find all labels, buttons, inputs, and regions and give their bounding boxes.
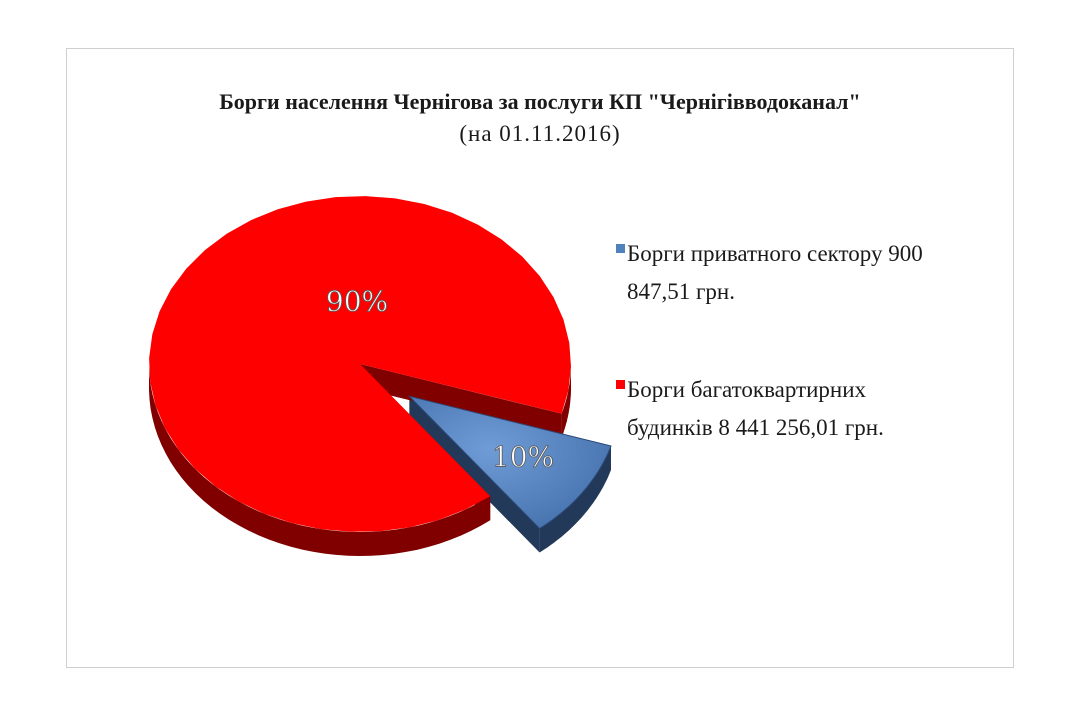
pie-slice-0 <box>407 395 612 530</box>
pie-label-1: 90% <box>326 285 388 318</box>
pie-slice-1 <box>149 196 571 532</box>
pie-slice-side-1-0 <box>149 366 491 556</box>
chart-subtitle: (на 01.11.2016) <box>459 121 621 146</box>
pie-slice-side-1-1 <box>561 366 571 438</box>
legend-swatch-apartments <box>616 380 625 389</box>
chart-frame: Борги населення Чернігова за послуги КП … <box>66 48 1014 668</box>
pie-slice-wall-0-1 <box>409 396 540 553</box>
legend-label-private: Борги приватного сектору 900 847,51 грн. <box>627 241 923 304</box>
legend-label-apartments: Борги багатоквартирних будинків 8 441 25… <box>627 377 884 440</box>
pie-slice-side-0-0 <box>539 446 611 553</box>
pie-label-0: 10% <box>492 441 554 474</box>
legend-swatch-private <box>616 244 625 253</box>
pie-slice-wall-1-1 <box>360 364 562 438</box>
chart-title: Борги населення Чернігова за послуги КП … <box>219 89 861 114</box>
legend-entry-private: Борги приватного сектору 900 847,51 грн. <box>616 235 947 311</box>
legend-entry-apartments: Борги багатоквартирних будинків 8 441 25… <box>616 371 947 447</box>
pie-chart: 10% 90% <box>149 196 612 556</box>
